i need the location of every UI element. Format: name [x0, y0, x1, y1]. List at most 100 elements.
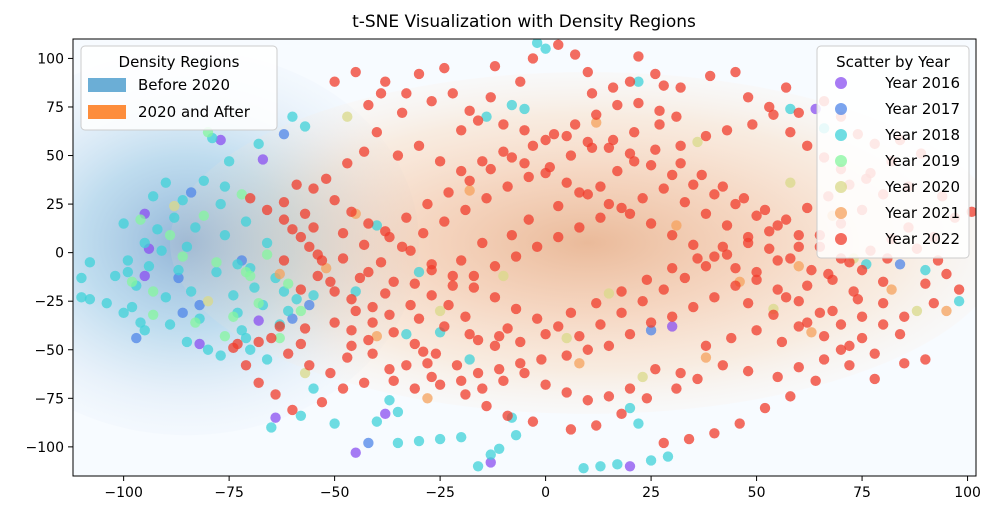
- point-year-2016: [485, 457, 496, 468]
- point-year-2022: [456, 125, 467, 136]
- point-year-2018: [485, 449, 496, 460]
- point-year-2019: [219, 330, 231, 342]
- point-year-2022: [709, 189, 720, 200]
- point-year-2017: [304, 299, 315, 311]
- point-year-2022: [700, 130, 712, 142]
- point-year-2022: [856, 264, 868, 276]
- point-year-2022: [675, 82, 686, 93]
- point-year-2022: [506, 152, 518, 163]
- point-year-2021: [671, 220, 682, 231]
- point-year-2022: [603, 391, 615, 402]
- point-year-2022: [818, 354, 830, 365]
- scatter-legend-title: Scatter by Year: [836, 53, 951, 71]
- point-year-2020: [637, 371, 648, 383]
- point-year-2019: [147, 286, 159, 297]
- point-year-2019: [261, 249, 273, 260]
- point-year-2022: [439, 62, 450, 74]
- point-year-2022: [380, 226, 391, 237]
- point-year-2022: [941, 268, 952, 280]
- point-year-2022: [848, 286, 859, 297]
- point-year-2022: [329, 317, 340, 328]
- point-year-2022: [700, 208, 712, 219]
- point-year-2022: [764, 226, 775, 237]
- point-year-2022: [616, 408, 627, 420]
- point-year-2022: [396, 241, 408, 253]
- point-year-2022: [751, 266, 762, 278]
- point-year-2022: [519, 125, 530, 136]
- point-year-2022: [418, 346, 429, 357]
- point-year-2022: [899, 358, 910, 369]
- point-year-2018: [464, 354, 475, 365]
- point-year-2022: [692, 373, 703, 385]
- x-tick-label: 25: [642, 485, 660, 501]
- point-year-2018: [308, 290, 319, 301]
- point-year-2016: [380, 408, 391, 420]
- point-year-2022: [730, 198, 741, 210]
- point-year-2018: [510, 430, 522, 441]
- point-year-2022: [358, 239, 370, 251]
- point-year-2022: [531, 313, 543, 324]
- point-year-2022: [645, 160, 657, 171]
- point-year-2022: [709, 428, 720, 439]
- point-year-2022: [371, 127, 383, 138]
- point-year-2016: [270, 412, 281, 423]
- point-year-2022: [565, 424, 577, 435]
- point-year-2018: [84, 257, 96, 268]
- series-year-2017: [131, 128, 906, 449]
- point-year-2022: [337, 228, 349, 239]
- point-year-2018: [506, 99, 518, 111]
- point-year-2018: [308, 383, 319, 394]
- point-year-2022: [367, 348, 378, 359]
- point-year-2022: [274, 321, 285, 332]
- point-year-2022: [540, 379, 551, 390]
- point-year-2022: [456, 255, 467, 266]
- point-year-2022: [650, 363, 661, 375]
- point-year-2022: [363, 218, 374, 229]
- point-year-2020: [342, 111, 353, 122]
- point-year-2022: [679, 272, 691, 284]
- point-year-2022: [426, 290, 437, 301]
- point-year-2018: [261, 237, 273, 249]
- point-year-2022: [692, 253, 703, 264]
- x-tick-label: 100: [954, 485, 981, 501]
- point-year-2022: [460, 311, 471, 322]
- point-year-2022: [472, 367, 484, 379]
- point-year-2022: [548, 128, 560, 140]
- point-year-2022: [759, 402, 771, 414]
- point-year-2018: [481, 111, 492, 122]
- point-year-2022: [299, 208, 311, 219]
- point-year-2022: [751, 325, 762, 336]
- point-year-2022: [671, 111, 682, 122]
- point-year-2018: [245, 344, 256, 355]
- point-year-2022: [527, 140, 539, 152]
- point-year-2019: [228, 311, 239, 322]
- point-year-2018: [392, 437, 404, 449]
- point-year-2022: [426, 95, 437, 107]
- point-year-2022: [253, 336, 264, 348]
- point-year-2022: [675, 367, 686, 379]
- point-year-2022: [658, 437, 669, 449]
- point-year-2022: [358, 377, 370, 388]
- point-year-2018: [101, 297, 112, 309]
- point-year-2022: [688, 239, 699, 251]
- point-year-2022: [637, 193, 648, 204]
- point-year-2022: [510, 251, 522, 262]
- point-year-2022: [730, 262, 741, 274]
- y-tick-label: −25: [34, 294, 64, 310]
- point-year-2022: [616, 286, 627, 297]
- point-year-2022: [654, 119, 665, 130]
- point-year-2022: [624, 208, 636, 219]
- point-year-2022: [430, 348, 442, 359]
- scatter-legend-marker-year-2019: [835, 155, 847, 167]
- point-year-2022: [688, 179, 699, 190]
- point-year-2022: [447, 270, 458, 282]
- point-year-2017: [645, 325, 657, 336]
- point-year-2022: [768, 309, 779, 320]
- point-year-2022: [772, 371, 783, 383]
- point-year-2021: [371, 330, 383, 342]
- point-year-2022: [835, 319, 847, 330]
- point-year-2016: [215, 134, 226, 146]
- point-year-2022: [591, 297, 602, 309]
- point-year-2022: [464, 329, 475, 340]
- plot-frame: [72, 38, 977, 477]
